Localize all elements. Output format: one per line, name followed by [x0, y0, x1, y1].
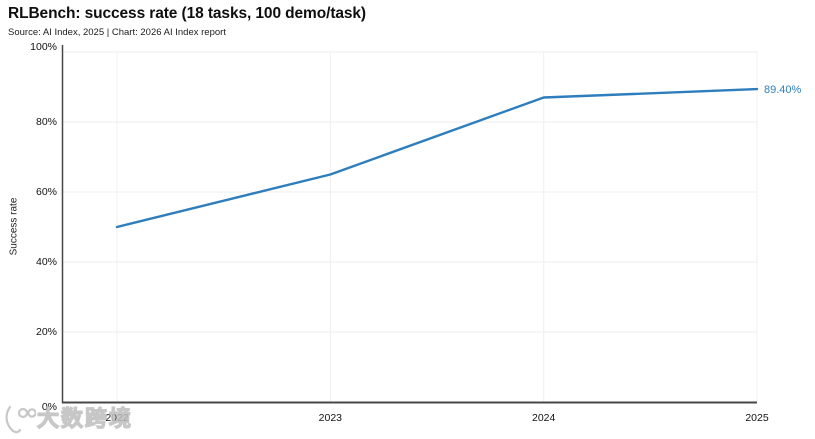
chart-subtitle: Source: AI Index, 2025 | Chart: 2026 AI … — [8, 27, 226, 38]
y-tick-label: 80% — [36, 116, 57, 128]
series-line — [115, 87, 759, 229]
y-tick-label: 40% — [36, 256, 57, 268]
y-tick-label: 20% — [36, 326, 57, 338]
x-tick-label: 2025 — [745, 412, 769, 424]
y-tick-label: 0% — [42, 401, 57, 413]
y-tick-label: 100% — [30, 41, 57, 53]
y-tick-label: 60% — [36, 186, 57, 198]
x-tick-label: 2024 — [532, 412, 556, 424]
chart-title: RLBench: success rate (18 tasks, 100 dem… — [8, 5, 366, 22]
x-tick-label: 2022 — [105, 412, 129, 424]
end-value-label: 89.40% — [764, 84, 802, 96]
x-tick-label: 2023 — [319, 412, 343, 424]
